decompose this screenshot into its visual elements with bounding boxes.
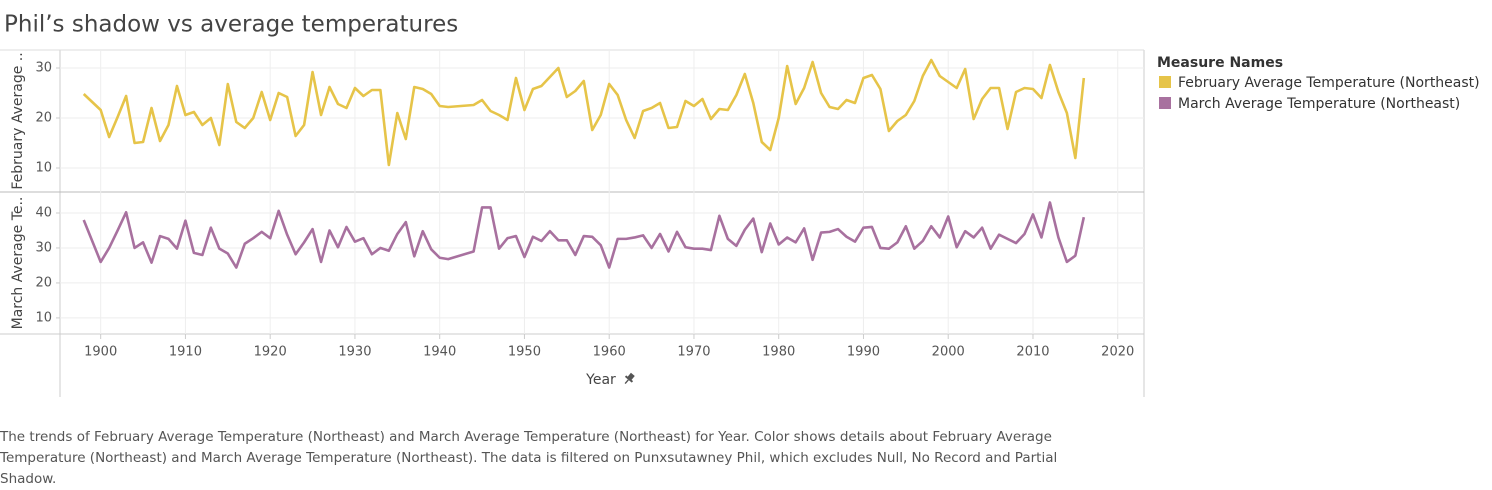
x-tick-label: 2020 <box>1101 345 1134 360</box>
x-tick-label: 2000 <box>932 345 965 360</box>
x-tick-label: 1970 <box>677 345 710 360</box>
y-tick-label: 10 <box>35 310 52 325</box>
chart-title: Phil’s shadow vs average temperatures <box>4 12 458 38</box>
x-tick-label: 1930 <box>338 345 371 360</box>
pin-icon <box>624 372 635 385</box>
legend-label: February Average Temperature (Northeast) <box>1178 75 1480 91</box>
x-tick-label: 2010 <box>1016 345 1049 360</box>
y-tick-label: 10 <box>35 161 52 176</box>
x-tick-label: 1960 <box>593 345 626 360</box>
x-tick-label: 1950 <box>508 345 541 360</box>
y-tick-label: 30 <box>35 61 52 76</box>
chart: Phil’s shadow vs average temperatures Me… <box>0 12 1480 397</box>
y-axis-label: February Average .. <box>10 52 26 189</box>
y-tick-label: 40 <box>35 205 52 220</box>
x-tick-label: 1940 <box>423 345 456 360</box>
y-tick-label: 20 <box>35 111 52 126</box>
line-series <box>82 201 1086 269</box>
x-tick-label: 1980 <box>762 345 795 360</box>
x-tick-label: 1990 <box>847 345 880 360</box>
y-tick-label: 30 <box>35 240 52 255</box>
legend-swatch <box>1159 76 1171 88</box>
legend-label: March Average Temperature (Northeast) <box>1178 96 1460 112</box>
x-tick-label: 1900 <box>84 345 117 360</box>
x-tick-label: 1920 <box>254 345 287 360</box>
x-axis-label: Year <box>585 372 616 388</box>
x-tick-label: 1910 <box>169 345 202 360</box>
y-axis-label: March Average Te.. <box>10 197 26 330</box>
y-tick-label: 20 <box>35 275 52 290</box>
caption: The trends of February Average Temperatu… <box>0 429 1058 487</box>
legend-title: Measure Names <box>1157 55 1283 71</box>
line-series <box>82 58 1086 167</box>
legend-swatch <box>1159 97 1171 109</box>
